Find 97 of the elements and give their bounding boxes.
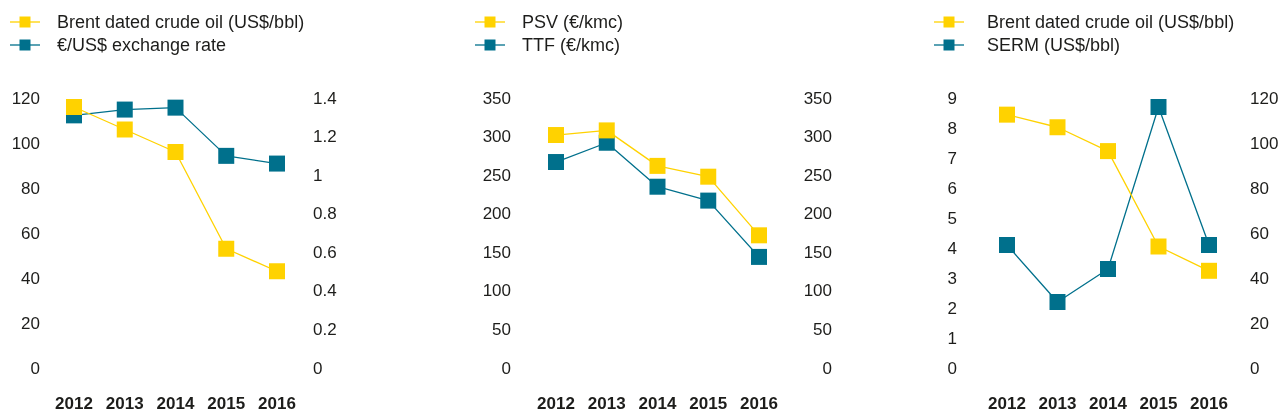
- point: [1100, 261, 1116, 277]
- y2-tick-label: 20: [1250, 313, 1269, 333]
- y2-tick-label: 300: [803, 127, 832, 147]
- y-tick-label: 250: [482, 165, 511, 185]
- point: [269, 155, 285, 172]
- point: [1100, 143, 1116, 160]
- y2-tick-label: 50: [813, 319, 832, 339]
- legend-label: PSV (€/kmc): [522, 12, 624, 32]
- y2-tick-label: 0.2: [313, 319, 337, 339]
- point: [649, 157, 666, 174]
- y-tick-label: 100: [11, 133, 40, 153]
- y2-tick-label: 120: [1250, 88, 1279, 108]
- point: [700, 192, 717, 209]
- point: [66, 99, 82, 115]
- legend-label: TTF (€/kmc): [522, 35, 620, 55]
- point: [751, 248, 767, 265]
- point: [700, 168, 717, 185]
- x-tick-label: 2012: [988, 393, 1026, 412]
- x-tick-label: 2013: [587, 393, 626, 412]
- y2-tick-label: 0.6: [313, 242, 337, 262]
- point: [1049, 294, 1066, 310]
- point: [548, 154, 564, 171]
- y-tick-label: 8: [947, 118, 957, 138]
- y2-tick-label: 150: [803, 242, 832, 262]
- x-tick-label: 2014: [156, 393, 195, 412]
- y2-tick-label: 250: [803, 165, 832, 185]
- y-tick-label: 3: [947, 268, 957, 288]
- x-tick-label: 2015: [207, 393, 246, 412]
- y-tick-label: 7: [947, 148, 957, 168]
- x-tick-label: 2013: [1038, 393, 1077, 412]
- y-tick-label: 0: [501, 358, 511, 378]
- y2-tick-label: 350: [803, 88, 832, 108]
- y-tick-label: 6: [947, 178, 957, 198]
- y2-tick-label: 0: [313, 358, 323, 378]
- y2-tick-label: 80: [1250, 178, 1269, 198]
- point: [116, 121, 133, 138]
- y2-tick-label: 100: [1250, 133, 1279, 153]
- y-tick-label: 120: [11, 88, 40, 108]
- point: [649, 178, 666, 195]
- y-tick-label: 200: [482, 204, 511, 224]
- y-tick-label: 100: [482, 281, 511, 301]
- x-tick-label: 2013: [105, 393, 144, 412]
- point: [548, 127, 564, 144]
- legend-label: Brent dated crude oil (US$/bbl): [987, 12, 1235, 32]
- y2-tick-label: 1.2: [313, 127, 337, 147]
- point: [218, 240, 235, 257]
- point: [1201, 262, 1217, 279]
- point: [1049, 119, 1066, 136]
- legend-label: Brent dated crude oil (US$/bbl): [57, 12, 305, 32]
- point: [1150, 238, 1167, 255]
- y2-tick-label: 40: [1250, 268, 1269, 288]
- y-tick-label: 50: [492, 319, 511, 339]
- y2-tick-label: 0: [1250, 358, 1260, 378]
- y-tick-label: 0: [947, 358, 957, 378]
- point: [999, 237, 1015, 253]
- x-tick-label: 2012: [537, 393, 575, 412]
- y-tick-label: 80: [21, 178, 40, 198]
- y-tick-label: 40: [21, 268, 40, 288]
- point: [218, 147, 235, 164]
- y2-tick-label: 100: [803, 281, 832, 301]
- point: [116, 101, 133, 118]
- x-tick-label: 2016: [740, 393, 778, 412]
- y-tick-label: 0: [30, 358, 40, 378]
- point: [598, 122, 615, 139]
- point: [269, 263, 285, 280]
- point: [751, 227, 767, 244]
- y2-tick-label: 0: [822, 358, 832, 378]
- x-tick-label: 2016: [1190, 393, 1228, 412]
- x-tick-label: 2016: [258, 393, 296, 412]
- y-tick-label: 4: [947, 238, 957, 258]
- point: [167, 144, 184, 160]
- y-tick-label: 20: [21, 313, 40, 333]
- point: [999, 106, 1015, 123]
- point: [1150, 99, 1167, 115]
- y2-tick-label: 0.8: [313, 204, 337, 224]
- legend-label: SERM (US$/bbl): [987, 35, 1121, 55]
- y2-tick-label: 200: [803, 204, 832, 224]
- y-tick-label: 9: [947, 88, 957, 108]
- x-tick-label: 2012: [55, 393, 93, 412]
- y2-tick-label: 1.4: [313, 88, 337, 108]
- y-tick-label: 1: [947, 328, 957, 348]
- x-tick-label: 2015: [1139, 393, 1178, 412]
- y-tick-label: 5: [947, 208, 957, 228]
- y2-tick-label: 60: [1250, 223, 1269, 243]
- y-tick-label: 60: [21, 223, 40, 243]
- point: [1201, 237, 1217, 253]
- x-tick-label: 2015: [689, 393, 728, 412]
- y-tick-label: 300: [482, 127, 511, 147]
- y2-tick-label: 1: [313, 165, 323, 185]
- x-tick-label: 2014: [1089, 393, 1128, 412]
- y-tick-label: 2: [947, 298, 957, 318]
- legend-label: €/US$ exchange rate: [57, 35, 227, 55]
- point: [167, 99, 184, 116]
- y-tick-label: 350: [482, 88, 511, 108]
- x-tick-label: 2014: [638, 393, 677, 412]
- y2-tick-label: 0.4: [313, 281, 337, 301]
- y-tick-label: 150: [482, 242, 511, 262]
